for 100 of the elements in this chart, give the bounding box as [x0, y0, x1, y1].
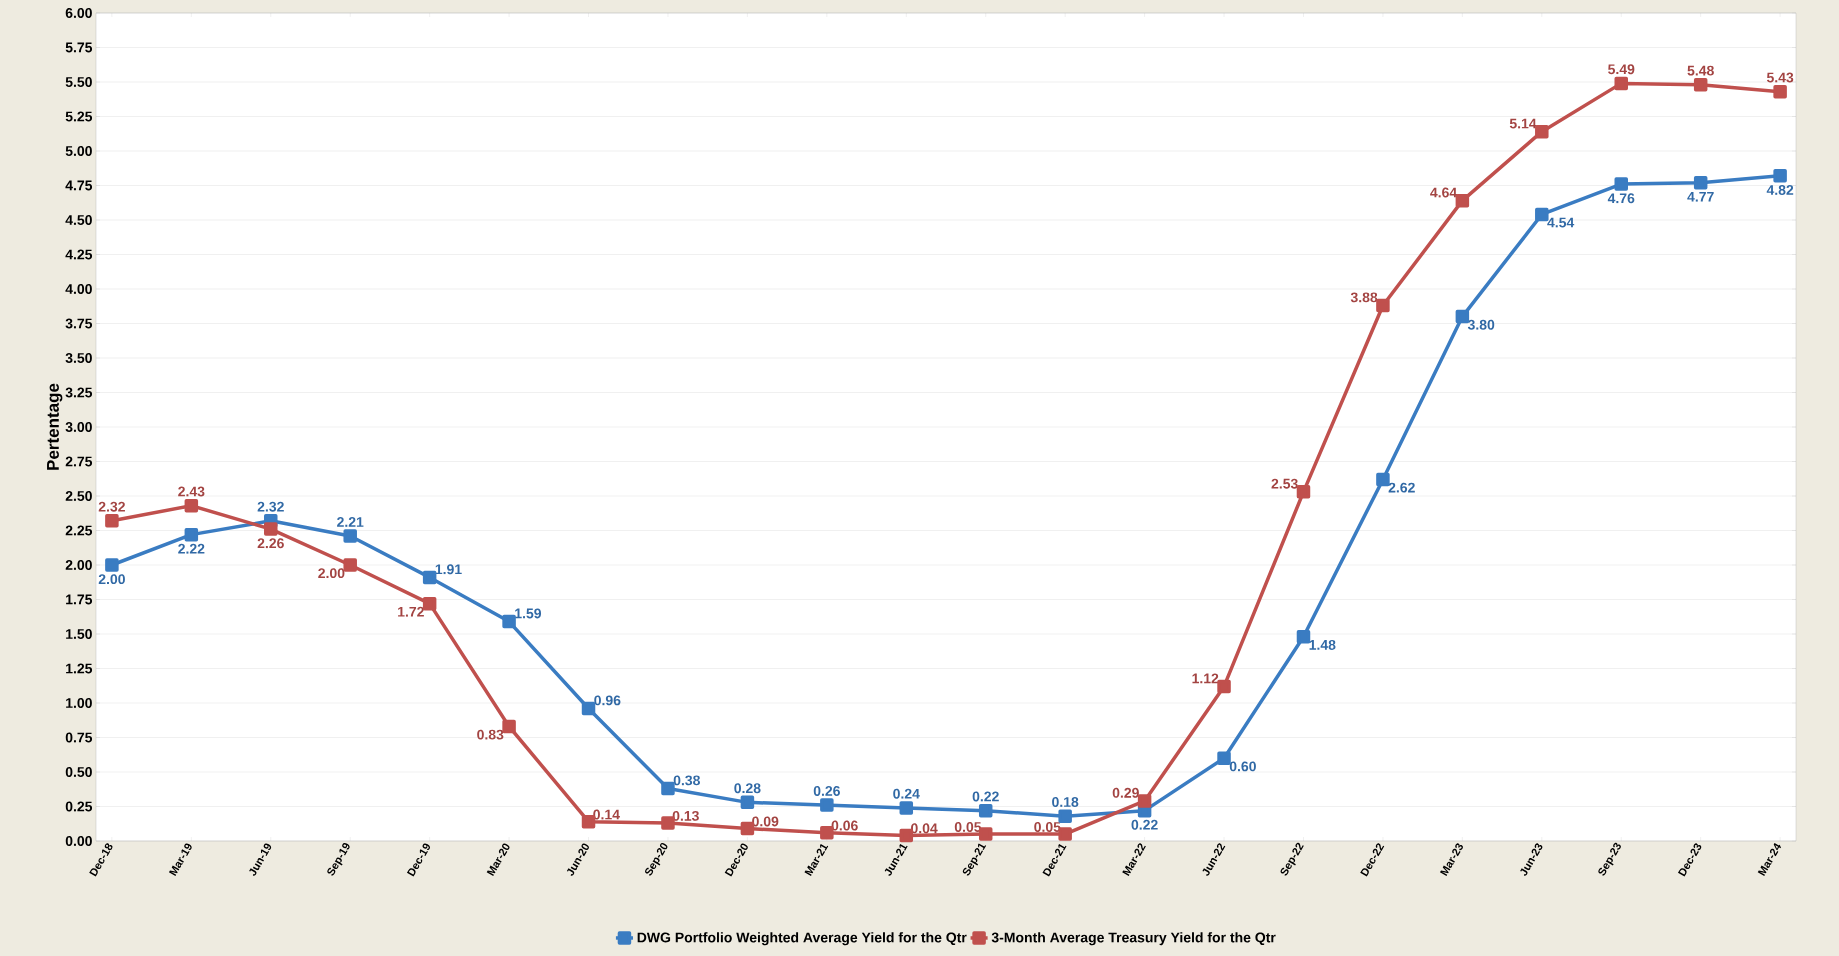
data-label: 5.43: [1766, 72, 1794, 83]
point: [661, 781, 675, 796]
data-label: 0.09: [752, 816, 779, 827]
data-label: 0.05: [1034, 821, 1061, 832]
data-label: 0.26: [813, 786, 840, 796]
data-label: 3.88: [1350, 292, 1378, 303]
y-tick-label: 5.75: [65, 42, 93, 53]
y-tick-label: 2.75: [65, 456, 93, 467]
data-label: 4.77: [1687, 191, 1714, 202]
data-label: 4.64: [1430, 187, 1458, 198]
point: [502, 719, 516, 734]
data-label: 1.12: [1192, 673, 1219, 684]
point: [1296, 485, 1311, 499]
y-axis-title: Pertentage: [47, 383, 63, 470]
data-label: 0.29: [1112, 787, 1139, 798]
data-label: 0.38: [673, 775, 700, 786]
y-tick-label: 1.00: [66, 698, 92, 708]
point: [1535, 124, 1549, 139]
data-label: 1.72: [398, 606, 424, 617]
data-label: 5.14: [1509, 118, 1537, 129]
point: [1217, 751, 1231, 765]
point: [1535, 207, 1549, 222]
y-tick-label: 3.50: [65, 353, 92, 363]
y-tick-label: 4.50: [65, 215, 92, 225]
data-label: 0.96: [594, 695, 621, 706]
data-label: 2.32: [257, 501, 284, 512]
point: [1773, 169, 1787, 183]
point: [422, 570, 437, 585]
data-label: 2.32: [98, 501, 125, 512]
point: [184, 498, 199, 513]
data-label: 1.91: [435, 564, 462, 575]
point: [1217, 679, 1231, 694]
point: [1296, 630, 1311, 644]
data-label: 4.76: [1607, 193, 1635, 204]
data-label: 0.24: [893, 788, 920, 799]
point: [1376, 472, 1390, 487]
point: [1137, 794, 1152, 808]
y-tick-label: 2.50: [65, 491, 92, 501]
point: [1693, 175, 1708, 190]
y-tick-label: 1.50: [66, 629, 92, 639]
data-label: 0.83: [477, 729, 504, 740]
point: [1376, 298, 1390, 313]
data-label: 0.06: [831, 820, 858, 831]
data-label: 2.62: [1388, 482, 1415, 493]
y-tick-label: 3.00: [65, 422, 92, 432]
data-label: 2.00: [318, 568, 345, 579]
data-label: 0.22: [972, 791, 999, 802]
y-tick-label: 5.50: [65, 77, 92, 87]
point: [105, 558, 119, 572]
data-label: 0.28: [734, 783, 761, 794]
data-label: 2.26: [257, 538, 284, 549]
data-label: 4.54: [1547, 217, 1575, 228]
y-tick-label: 2.00: [65, 560, 92, 570]
y-tick-label: 1.75: [66, 594, 93, 605]
point: [1455, 309, 1470, 324]
data-label: 3.80: [1467, 319, 1495, 330]
y-tick-label: 0.75: [65, 732, 93, 743]
y-tick-label: 2.25: [65, 525, 93, 536]
y-tick-label: 3.75: [65, 318, 93, 329]
y-tick-label: 6.00: [65, 8, 92, 18]
point: [1058, 809, 1072, 823]
data-label: 1.59: [515, 608, 542, 619]
point: [740, 795, 755, 810]
point: [343, 558, 357, 572]
point: [899, 801, 914, 815]
point: [581, 701, 596, 716]
data-label: 2.00: [98, 574, 125, 585]
legend-label: 3-Month Average Treasury Yield for the Qtr: [991, 932, 1276, 946]
point: [820, 798, 834, 812]
point: [502, 614, 516, 629]
y-tick-label: 0.25: [65, 801, 93, 812]
data-label: 5.48: [1687, 65, 1714, 76]
data-label: 5.49: [1608, 64, 1635, 75]
point: [105, 514, 119, 528]
y-tick-label: 0.50: [65, 767, 92, 777]
y-tick-label: 1.25: [66, 663, 93, 674]
point: [343, 529, 357, 543]
y-tick-label: 4.75: [65, 180, 93, 191]
data-label: 2.22: [178, 543, 205, 554]
y-tick-label: 5.25: [65, 111, 93, 122]
point: [1455, 193, 1470, 208]
data-label: 0.18: [1052, 797, 1079, 807]
data-label: 2.53: [1271, 478, 1298, 489]
point: [978, 803, 993, 818]
legend-label: DWG Portfolio Weighted Average Yield for the Qtr: [637, 932, 967, 946]
point: [264, 522, 278, 536]
point: [422, 596, 437, 611]
data-label: 1.48: [1309, 639, 1336, 650]
data-label: 2.21: [337, 517, 364, 527]
data-label: 0.14: [593, 809, 620, 820]
y-tick-label: 4.00: [65, 284, 92, 294]
data-label: 0.13: [672, 810, 699, 821]
data-label: 0.22: [1131, 819, 1158, 830]
point: [184, 527, 199, 542]
point: [1693, 78, 1708, 92]
point: [1614, 177, 1628, 191]
point: [1614, 76, 1628, 91]
y-tick-label: 3.25: [65, 387, 93, 398]
y-tick-label: 5.00: [65, 146, 92, 156]
point: [1773, 84, 1787, 99]
